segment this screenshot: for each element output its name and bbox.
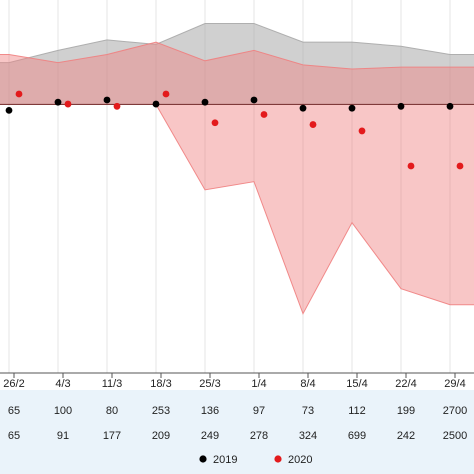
data-table: 65 100 80 253 136 97 73 112 199 2700 65 91 177 209 249… (8, 405, 467, 442)
legend-label: 2019 (213, 454, 237, 466)
table-cell: 2700 (443, 405, 467, 417)
table-cell: 699 (348, 430, 366, 442)
table-cell: 242 (397, 430, 415, 442)
point-2019-29/4 (446, 102, 454, 110)
legend-marker-2020 (274, 455, 282, 463)
tick-label: 1/4 (251, 378, 266, 390)
tick-label: 11/3 (102, 378, 123, 390)
table-cell: 249 (201, 430, 219, 442)
point-2020-22/4 (407, 162, 415, 170)
table-cell: 278 (250, 430, 268, 442)
table-cell: 199 (397, 405, 415, 417)
table-cell: 80 (106, 405, 118, 417)
table-cell: 112 (348, 405, 366, 417)
table-cell: 136 (201, 405, 219, 417)
table-cell: 73 (302, 405, 314, 417)
table-cell: 65 (8, 430, 20, 442)
point-2020-29/4 (456, 162, 464, 170)
tick-label: 25/3 (199, 378, 220, 390)
point-2020-15/4 (358, 127, 366, 135)
tick-label: 18/3 (150, 378, 171, 390)
legend-marker-2019 (199, 455, 207, 463)
tick-label: 22/4 (395, 378, 416, 390)
table-cell: 65 (8, 405, 20, 417)
data-points (5, 90, 464, 170)
tick-label: 26/2 (3, 378, 24, 390)
point-2019-18/3 (152, 100, 160, 108)
point-2019-4/3 (54, 98, 62, 106)
point-2020-8/4 (309, 121, 317, 128)
point-2020-18/3 (162, 90, 170, 98)
table-cell: 324 (299, 430, 317, 442)
legend-label: 2020 (288, 454, 312, 466)
tick-label: 15/4 (346, 378, 367, 390)
point-2020-26/2 (15, 90, 23, 98)
tick-label: 4/3 (55, 378, 70, 390)
tick-label: 8/4 (300, 378, 315, 390)
point-2020-4/3 (64, 100, 72, 108)
point-2019-22/4 (397, 102, 405, 110)
point-2019-1/4 (250, 96, 258, 104)
legend: 2019 2020 (199, 454, 312, 466)
point-2020-1/4 (260, 111, 268, 118)
point-2019-26/2 (5, 107, 13, 114)
tick-label: 29/4 (444, 378, 465, 390)
table-cell: 97 (253, 405, 265, 417)
table-cell: 177 (103, 430, 121, 442)
point-2019-11/3 (103, 96, 111, 104)
point-2020-11/3 (113, 102, 121, 110)
table-cell: 253 (152, 405, 170, 417)
x-axis: 26/2 4/3 11/3 18/3 25/3 1/4 8/4 15/4 22/4 29/4 (3, 373, 466, 390)
table-background (0, 390, 474, 474)
point-2019-8/4 (299, 104, 307, 112)
point-2019-25/3 (201, 98, 209, 106)
table-cell: 91 (57, 430, 69, 442)
table-cell: 100 (54, 405, 72, 417)
table-cell: 2500 (443, 430, 467, 442)
point-2019-15/4 (348, 104, 356, 112)
table-cell: 209 (152, 430, 170, 442)
point-2020-25/3 (211, 119, 219, 127)
